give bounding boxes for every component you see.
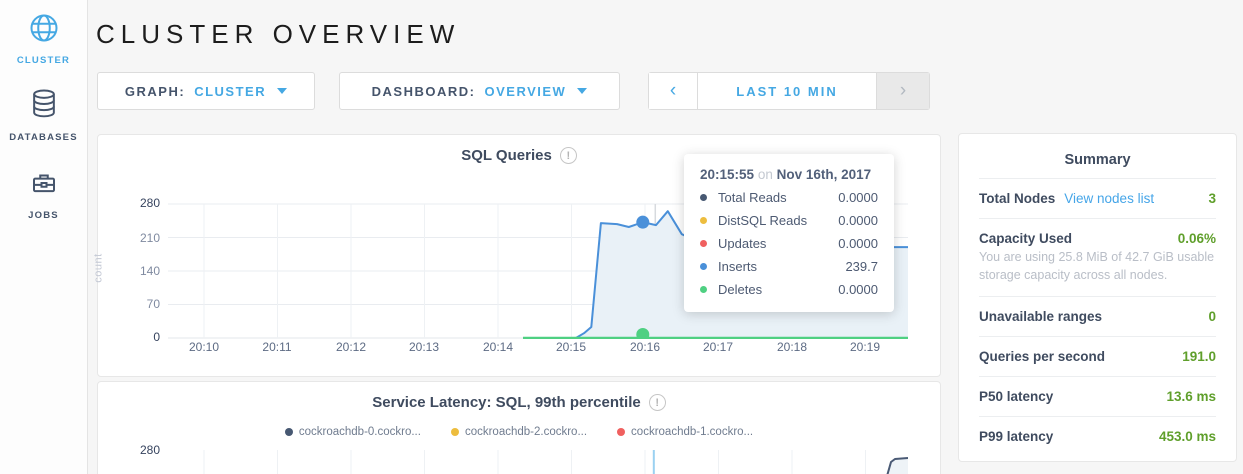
series-dot-icon: [700, 194, 707, 201]
summary-row-p99: P99 latency 453.0 ms: [979, 416, 1216, 456]
chart-legend: cockroachdb-0.cockro... cockroachdb-2.co…: [98, 426, 940, 438]
tooltip-row: Updates 0.0000: [700, 236, 878, 251]
tooltip-row: Total Reads 0.0000: [700, 190, 878, 205]
series-dot-icon: [700, 240, 707, 247]
time-range-button[interactable]: LAST 10 MIN: [698, 72, 877, 110]
sidebar: CLUSTER DATABASES JOBS: [0, 0, 88, 474]
chevron-left-icon: ‹: [669, 80, 677, 101]
chart-title: SQL Queries: [461, 147, 552, 164]
series-dot-icon: [700, 286, 707, 293]
y-tick: 140: [139, 264, 160, 278]
time-range-label: LAST 10 MIN: [736, 83, 838, 99]
legend-item: cockroachdb-2.cockro...: [450, 426, 587, 438]
capacity-used-value: 0.06%: [1177, 231, 1216, 246]
chart-hover-tooltip: 20:15:55 on Nov 16th, 2017 Total Reads 0…: [684, 154, 894, 312]
series-dot-icon: [284, 428, 293, 436]
x-tick: 20:13: [408, 340, 440, 354]
sidebar-item-label: CLUSTER: [16, 55, 71, 66]
tooltip-timestamp: 20:15:55 on Nov 16th, 2017: [700, 167, 872, 182]
graph-dropdown-value: CLUSTER: [194, 83, 267, 99]
y-tick: 280: [139, 443, 160, 457]
series-dot-icon: [450, 428, 459, 436]
service-latency-chart-panel: Service Latency: SQL, 99th percentile ! …: [97, 381, 941, 474]
x-tick: 20:15: [555, 340, 587, 354]
y-tick: 0: [153, 330, 160, 344]
x-tick: 20:11: [262, 340, 292, 354]
graph-dropdown-label: GRAPH:: [124, 83, 186, 99]
p50-latency-value: 13.6 ms: [1166, 389, 1216, 405]
sql-queries-chart-panel: SQL Queries ! count 280 210 140 70 0 20:…: [93, 134, 941, 377]
y-tick: 280: [139, 196, 160, 210]
legend-item: cockroachdb-1.cockro...: [617, 426, 753, 438]
x-tick: 20:18: [776, 340, 808, 354]
p99-latency-value: 453.0 ms: [1158, 429, 1216, 445]
main-content: CLUSTER OVERVIEW GRAPH: CLUSTER DASHBOAR…: [88, 0, 1243, 474]
sidebar-item-cluster[interactable]: CLUSTER: [0, 13, 87, 66]
chevron-down-icon: [577, 88, 588, 94]
service-latency-plot[interactable]: [168, 446, 908, 474]
qps-value: 191.0: [1182, 349, 1216, 365]
time-next-button[interactable]: ›: [877, 72, 930, 110]
unavailable-ranges-value: 0: [1208, 309, 1216, 325]
dashboard-dropdown-value: OVERVIEW: [484, 83, 567, 99]
time-prev-button[interactable]: ‹: [648, 72, 698, 110]
sidebar-item-label: DATABASES: [9, 132, 78, 143]
x-tick: 20:12: [335, 340, 367, 354]
dashboard-dropdown-label: DASHBOARD:: [371, 83, 476, 99]
total-nodes-value: 3: [1208, 191, 1216, 206]
summary-row-capacity: Capacity Used 0.06% You are using 25.8 M…: [979, 218, 1216, 296]
briefcase-icon: [29, 168, 59, 203]
x-tick: 20:14: [482, 340, 514, 354]
capacity-note: You are using 25.8 MiB of 42.7 GiB usabl…: [979, 250, 1215, 283]
summary-row-unavailable-ranges: Unavailable ranges 0: [979, 296, 1216, 336]
tooltip-row: Inserts 239.7: [700, 259, 878, 274]
y-tick: 70: [146, 297, 160, 311]
sidebar-item-jobs[interactable]: JOBS: [0, 168, 87, 221]
summary-row-p50: P50 latency 13.6 ms: [979, 376, 1216, 416]
summary-panel: Summary Total Nodes View nodes list 3 Ca…: [958, 133, 1237, 462]
globe-icon: [29, 13, 59, 48]
legend-item: cockroachdb-0.cockro...: [284, 426, 421, 438]
database-icon: [29, 88, 59, 125]
time-range-selector: ‹ LAST 10 MIN ›: [648, 72, 930, 110]
sidebar-item-label: JOBS: [28, 210, 59, 221]
graph-dropdown[interactable]: GRAPH: CLUSTER: [97, 72, 315, 110]
chevron-down-icon: [277, 88, 288, 94]
summary-title: Summary: [1064, 152, 1131, 168]
series-dot-icon: [617, 428, 626, 436]
chevron-right-icon: ›: [899, 80, 907, 101]
info-icon[interactable]: !: [648, 394, 666, 411]
series-dot-icon: [700, 263, 707, 270]
chart-title: Service Latency: SQL, 99th percentile: [372, 394, 641, 411]
dashboard-dropdown[interactable]: DASHBOARD: OVERVIEW: [339, 72, 620, 110]
page-title: CLUSTER OVERVIEW: [96, 19, 461, 49]
summary-row-total-nodes: Total Nodes View nodes list 3: [979, 178, 1216, 218]
y-tick: 210: [139, 231, 160, 245]
series-dot-icon: [700, 217, 707, 224]
view-nodes-list-link[interactable]: View nodes list: [1064, 191, 1155, 206]
x-tick: 20:19: [849, 340, 881, 354]
summary-row-qps: Queries per second 191.0: [979, 336, 1216, 376]
tooltip-row: DistSQL Reads 0.0000: [700, 213, 878, 228]
info-icon[interactable]: !: [559, 147, 577, 164]
sidebar-item-databases[interactable]: DATABASES: [0, 88, 87, 143]
x-tick: 20:16: [629, 340, 661, 354]
x-tick: 20:10: [188, 340, 220, 354]
x-tick: 20:17: [702, 340, 734, 354]
tooltip-row: Deletes 0.0000: [700, 282, 878, 297]
